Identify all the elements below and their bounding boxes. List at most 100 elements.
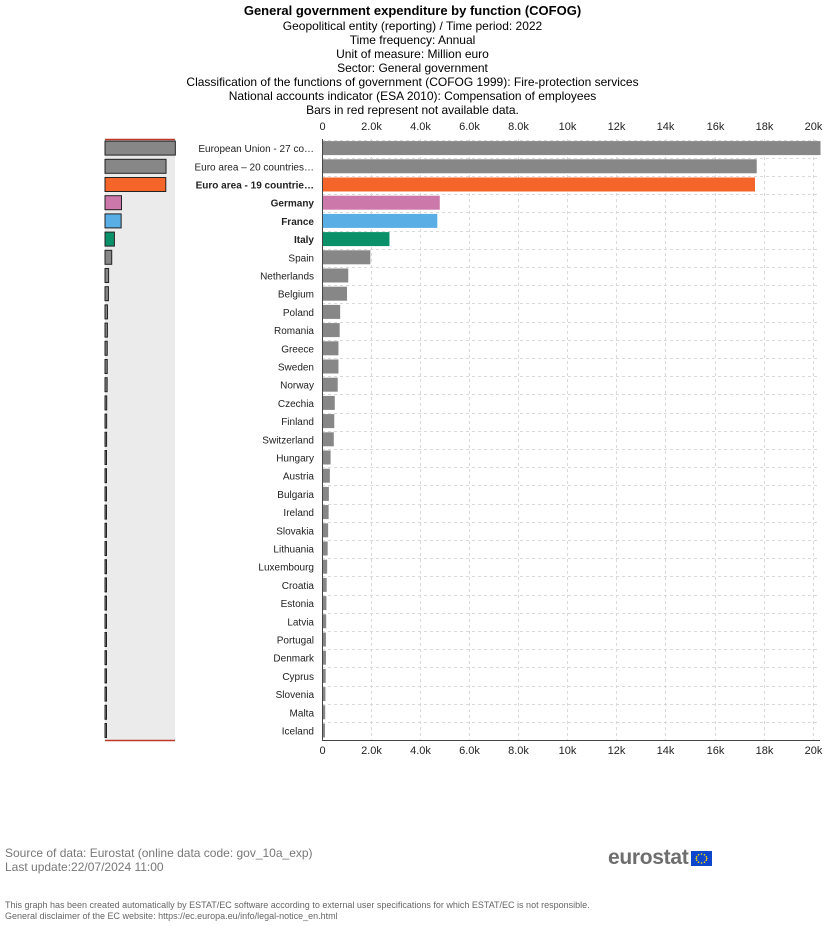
bar[interactable] <box>322 395 335 410</box>
eu-flag-icon <box>691 850 713 866</box>
grid-lines <box>322 139 820 740</box>
bar[interactable] <box>322 541 328 556</box>
overview-bar <box>104 231 115 247</box>
bar[interactable] <box>322 632 326 647</box>
overview-bar <box>104 559 107 575</box>
top-tick-label: 20k <box>805 121 823 133</box>
bottom-tick-label: 18k <box>756 745 774 757</box>
bar[interactable] <box>322 213 438 228</box>
overview-bar <box>104 632 107 647</box>
overview-bar <box>104 468 107 484</box>
bar[interactable] <box>322 414 335 429</box>
category-label: France <box>281 217 314 228</box>
bottom-tick-label: 20k <box>805 745 823 757</box>
bar[interactable] <box>322 195 440 210</box>
overview-bar <box>104 595 107 611</box>
category-label: Euro area – 20 countries… <box>194 162 314 173</box>
bar[interactable] <box>322 432 334 447</box>
overview-bars <box>104 140 176 738</box>
subtitle-period: Geopolitical entity (reporting) / Time p… <box>282 19 543 33</box>
top-tick-label: 14k <box>657 121 675 133</box>
bar[interactable] <box>322 668 326 683</box>
bar[interactable] <box>322 232 390 247</box>
bottom-tick-label: 0 <box>319 745 325 757</box>
category-label: Bulgaria <box>277 490 314 501</box>
bar[interactable] <box>322 286 348 301</box>
bar[interactable] <box>322 596 327 611</box>
overview-bar <box>104 304 108 320</box>
overview-bar <box>104 613 107 629</box>
category-label: Estonia <box>281 599 315 610</box>
category-label: Luxembourg <box>258 563 314 574</box>
category-label: Portugal <box>277 636 314 647</box>
bar[interactable] <box>322 614 327 629</box>
category-label: Switzerland <box>262 435 314 446</box>
source-block: Source of data: Eurostat (online data co… <box>5 846 313 874</box>
disclaimer-block: This graph has been created automaticall… <box>5 900 590 922</box>
category-label: Denmark <box>273 654 315 665</box>
bar[interactable] <box>322 359 339 374</box>
bar[interactable] <box>322 705 326 720</box>
overview-bar <box>104 359 108 374</box>
overview-bar <box>104 522 107 538</box>
bar[interactable] <box>322 250 371 265</box>
bar[interactable] <box>322 377 338 392</box>
legal-notice-text: General disclaimer of the EC website: ht… <box>5 911 338 921</box>
bar[interactable] <box>322 577 327 592</box>
disclaimer-text: This graph has been created automaticall… <box>5 900 590 910</box>
overview-bar <box>104 395 108 411</box>
bar[interactable] <box>322 141 821 156</box>
overview-bar <box>104 431 108 447</box>
bar[interactable] <box>322 723 325 738</box>
overview-bar <box>104 158 167 174</box>
bar[interactable] <box>322 341 339 356</box>
category-label: Austria <box>283 472 315 483</box>
overview-bar <box>104 322 108 338</box>
category-label: Norway <box>280 381 314 392</box>
overview-navigator-bg[interactable] <box>105 139 175 741</box>
overview-bar <box>104 195 122 211</box>
bottom-tick-label: 16k <box>707 745 725 757</box>
bar[interactable] <box>322 505 329 520</box>
source-text: Source of data: Eurostat (online data co… <box>5 846 313 860</box>
bar[interactable] <box>322 304 341 319</box>
overview-bar <box>104 340 108 356</box>
bar[interactable] <box>322 177 755 192</box>
bar[interactable] <box>322 523 329 538</box>
overview-bar <box>104 249 113 265</box>
category-label: Lithuania <box>273 545 314 556</box>
bottom-tick-label: 2.0k <box>361 745 382 757</box>
category-label: Hungary <box>276 454 314 465</box>
top-tick-label: 6.0k <box>459 121 480 133</box>
bar[interactable] <box>322 650 326 665</box>
bar[interactable] <box>322 268 349 283</box>
bar[interactable] <box>322 687 326 702</box>
category-label: Sweden <box>278 363 314 374</box>
bar[interactable] <box>322 159 757 174</box>
category-label: Finland <box>281 417 314 428</box>
overview-bar <box>104 450 107 465</box>
overview-bar <box>104 377 108 393</box>
bar[interactable] <box>322 468 330 483</box>
category-labels: European Union - 27 co… Euro area – 20 co… <box>194 144 315 737</box>
subtitle-frequency: Time frequency: Annual <box>349 33 476 47</box>
bar[interactable] <box>322 450 331 465</box>
top-tick-label: 18k <box>756 121 774 133</box>
overview-bar <box>104 268 110 283</box>
subtitle-indicator: National accounts indicator (ESA 2010): … <box>228 89 597 103</box>
bottom-tick-label: 12k <box>608 745 626 757</box>
overview-bar <box>104 668 107 684</box>
eurostat-logo[interactable]: eurostat <box>608 846 713 870</box>
category-label: Romania <box>274 326 314 337</box>
overview-bar <box>104 541 107 556</box>
category-label: Croatia <box>282 581 315 592</box>
bar-chart: European Union - 27 co… Euro area – 20 co… <box>104 121 823 757</box>
bottom-tick-label: 4.0k <box>410 745 431 757</box>
category-label: Germany <box>271 199 315 210</box>
bar[interactable] <box>322 486 329 501</box>
overview-bar <box>104 413 108 429</box>
overview-bar <box>104 650 107 666</box>
overview-bar <box>104 577 107 593</box>
bar[interactable] <box>322 323 340 338</box>
bar[interactable] <box>322 559 328 574</box>
